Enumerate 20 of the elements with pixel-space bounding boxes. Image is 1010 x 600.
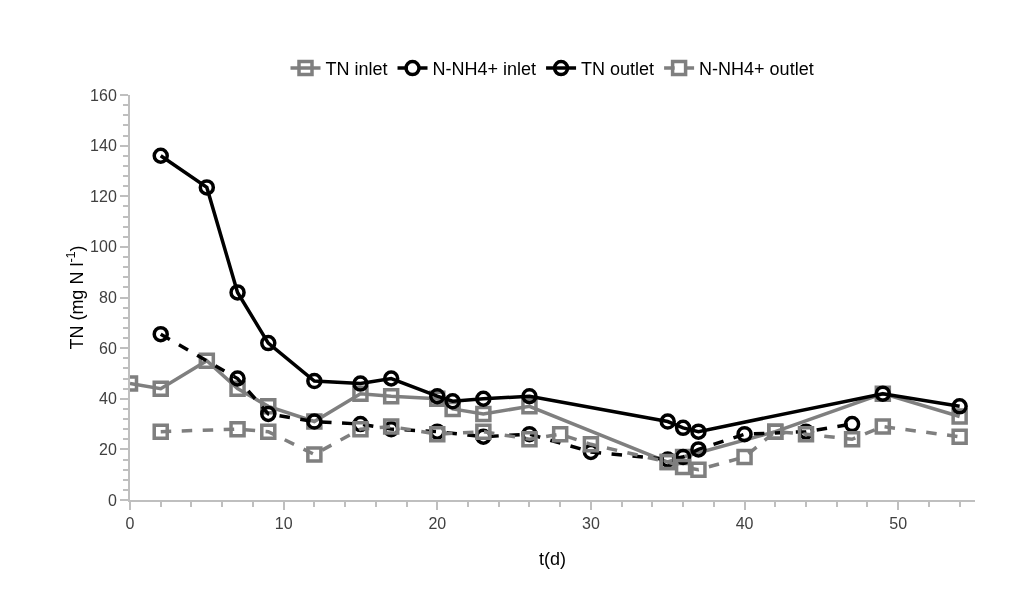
x-tick-label: 50 [889, 515, 908, 533]
y-tick-label: 40 [99, 390, 117, 408]
x-tick-label: 20 [428, 515, 447, 533]
y-tick-label: 0 [107, 491, 117, 509]
x-axis-title: t(d) [539, 549, 566, 569]
x-tick-label: 0 [125, 515, 135, 533]
legend-label: TN inlet [325, 59, 388, 80]
x-tick-label: 30 [582, 515, 600, 533]
y-tick-label: 100 [90, 238, 117, 256]
y-tick-label: 20 [99, 440, 117, 458]
x-tick-label: 40 [735, 515, 754, 533]
legend-label: N-NH4+ outlet [699, 59, 814, 80]
y-tick-label: 60 [99, 339, 117, 357]
legend-label: N-NH4+ inlet [432, 59, 537, 80]
y-tick-label: 120 [90, 187, 117, 205]
x-tick-label: 10 [274, 515, 293, 533]
y-tick-label: 140 [90, 137, 117, 155]
y-tick-label: 80 [99, 289, 117, 307]
y-tick-label: 160 [90, 86, 117, 104]
legend-label: TN outlet [581, 59, 655, 80]
